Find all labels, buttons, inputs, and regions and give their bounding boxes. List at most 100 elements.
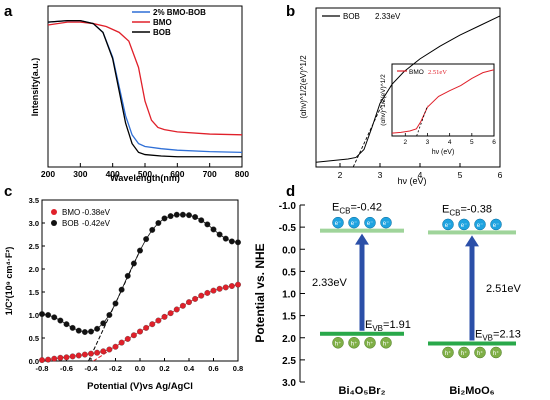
panel-c-y-ticks: 0.0 0.5 1.0 1.5 2.0 2.5 3.0 3.5 xyxy=(29,196,45,366)
panel-c-points xyxy=(39,211,241,364)
hole-label: h⁺ xyxy=(461,350,468,357)
electron-label: e⁻ xyxy=(367,221,374,227)
data-point-bmo xyxy=(198,292,205,299)
inset-legend-label: BMO xyxy=(409,69,424,76)
x-tick-label: 0.8 xyxy=(233,364,243,373)
panel-b: b 2 3 4 5 6 BOB 2.33eV hν (eV) (αhν)^1/2(eV)^… xyxy=(286,3,503,186)
data-point-bob xyxy=(143,236,150,243)
x-tick-label: 500 xyxy=(138,169,152,179)
legend-label: BMO xyxy=(153,18,172,27)
data-point-bob xyxy=(100,320,107,327)
data-point-bob xyxy=(167,213,174,220)
inset-y-label: (αhν)^1/2(eV)^1/2 xyxy=(380,74,387,126)
data-point-bmo xyxy=(173,306,180,313)
hole-label: h⁺ xyxy=(477,350,484,357)
hole xyxy=(380,337,392,349)
panel-d: d -1.0 -0.5 0.0 0.5 1.0 1.5 2.0 2.5 3.0 Potentia… xyxy=(253,183,522,397)
data-point-bmo xyxy=(137,328,143,335)
hole xyxy=(442,346,454,359)
electron-label: e⁻ xyxy=(445,223,452,229)
electron-label: e⁻ xyxy=(335,221,342,227)
data-point-bob xyxy=(204,221,211,228)
electron-label: e⁻ xyxy=(461,223,468,229)
panel-c-x-label: Potential (V)vs Ag/AgCl xyxy=(87,381,193,392)
panel-a-x-label: Wavelength(nm) xyxy=(110,173,180,183)
data-point-bmo xyxy=(222,284,229,291)
legend-value: -0.38eV xyxy=(82,208,111,217)
excitation-arrowhead xyxy=(355,233,369,245)
x-tick-label: 0.0 xyxy=(135,364,145,373)
data-point-bmo xyxy=(118,339,125,346)
conduction-band-bi2moo6 xyxy=(428,230,516,235)
panel-c-x-ticks: -0.8 -0.6 -0.4 -0.2 0.0 0.2 0.4 0.6 0.8 xyxy=(36,358,243,373)
series-line-bob xyxy=(315,15,501,163)
data-point-bmo xyxy=(192,295,199,302)
data-point-bmo xyxy=(45,356,52,363)
legend-label: BOB xyxy=(343,12,360,21)
data-point-bob xyxy=(222,235,229,242)
data-point-bmo xyxy=(155,317,162,324)
series-line-bmo xyxy=(41,284,239,361)
panel-b-x-label: hν (eV) xyxy=(397,176,426,186)
data-point-bob xyxy=(106,312,113,318)
panel-a-frame xyxy=(47,5,243,168)
data-point-bmo xyxy=(39,357,45,364)
hole xyxy=(332,337,344,349)
electron xyxy=(474,218,486,231)
y-tick-label: 0.0 xyxy=(29,357,39,366)
data-point-bob xyxy=(130,260,137,267)
x-tick-label: 5 xyxy=(458,170,463,180)
panel-a-y-label: Intensity(a.u.) xyxy=(30,58,40,117)
y-tick-label: 3.0 xyxy=(29,219,39,228)
panel-b-letter: b xyxy=(286,3,295,20)
data-point-bob xyxy=(149,226,156,233)
panel-a-lines xyxy=(47,19,243,158)
series-line-bob xyxy=(41,214,239,333)
electron-label: e⁻ xyxy=(477,223,484,229)
inset-lines xyxy=(391,69,495,137)
y-tick-label: 2.5 xyxy=(29,242,39,251)
panel-a-x-ticks: 200 300 400 500 600 700 800 xyxy=(41,163,249,179)
band-gap-label: 2.51eV xyxy=(486,283,522,295)
inset-x-tick-label: 6 xyxy=(492,139,496,146)
series-line-bmo xyxy=(47,21,243,136)
electron-label: e⁻ xyxy=(383,221,390,227)
data-point-bob xyxy=(94,325,101,332)
data-point-bob xyxy=(235,239,241,246)
y-tick-label: 1.5 xyxy=(29,288,39,297)
hole-label: h⁺ xyxy=(351,340,358,347)
x-tick-label: 700 xyxy=(203,169,217,179)
panel-c-y-label: 1/C²(10⁹ cm⁴·F²) xyxy=(4,247,14,316)
electron xyxy=(490,218,502,231)
panel-c: c -0.8 -0.6 -0.4 -0.2 0.0 0.2 0.4 0.6 0.8 0.0 0.5… xyxy=(4,183,243,392)
panel-b-y-label: (αhν)^1/2(eV)^1/2 xyxy=(299,55,308,119)
x-tick-label: 600 xyxy=(170,169,184,179)
panel-d-letter: d xyxy=(286,183,295,200)
x-tick-label: 2 xyxy=(338,170,343,180)
x-tick-label: 0.4 xyxy=(184,364,195,373)
series-line-2-bmo-bob xyxy=(47,19,243,154)
electron-label: e⁻ xyxy=(493,223,500,229)
data-point-bob xyxy=(161,215,168,222)
conduction-band-bi4o5br2 xyxy=(320,228,404,233)
panel-c-letter: c xyxy=(4,183,12,200)
hole-label: h⁺ xyxy=(367,340,374,347)
electron xyxy=(348,216,360,229)
legend-label: BOB xyxy=(62,219,79,228)
y-tick-label: 1.0 xyxy=(29,311,39,320)
band-gap-label: 2.33eV xyxy=(312,277,348,289)
data-point-bmo xyxy=(63,354,70,361)
data-point-bob xyxy=(69,324,76,331)
data-point-bob xyxy=(118,286,125,293)
data-point-bmo xyxy=(124,335,131,342)
data-point-bob xyxy=(173,211,180,218)
vb-energy-label: EVB=1.91 xyxy=(365,319,411,333)
data-point-bmo xyxy=(69,353,76,360)
data-point-bmo xyxy=(179,302,186,309)
data-point-bmo xyxy=(143,324,150,331)
inset-x-ticks: 2 3 4 5 6 xyxy=(403,133,496,146)
data-point-bob xyxy=(39,311,45,318)
legend-label: BMO xyxy=(62,208,80,217)
panel-a: a 200 300 400 500 600 700 800 2% BMO-BOBBMOBOB… xyxy=(4,3,249,183)
